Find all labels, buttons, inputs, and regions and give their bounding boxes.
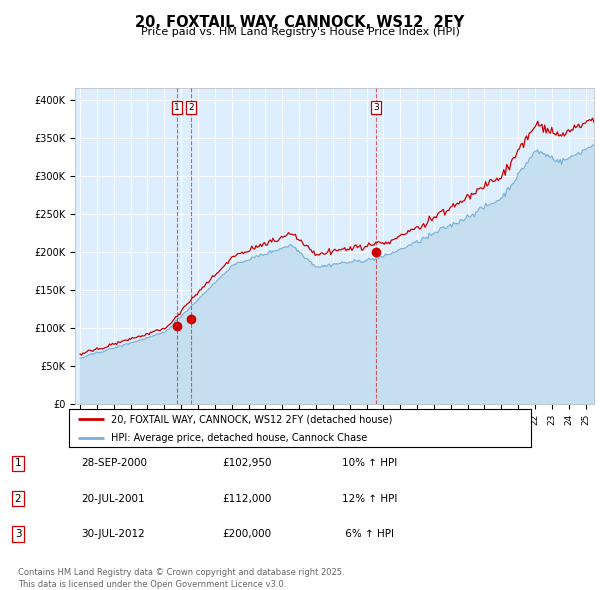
Text: Price paid vs. HM Land Registry's House Price Index (HPI): Price paid vs. HM Land Registry's House … — [140, 27, 460, 37]
Text: 3: 3 — [373, 103, 379, 112]
Text: 28-SEP-2000: 28-SEP-2000 — [81, 458, 147, 468]
Text: £102,950: £102,950 — [222, 458, 271, 468]
Text: 20-JUL-2001: 20-JUL-2001 — [81, 494, 145, 503]
Text: 3: 3 — [14, 529, 22, 539]
Text: 20, FOXTAIL WAY, CANNOCK, WS12 2FY (detached house): 20, FOXTAIL WAY, CANNOCK, WS12 2FY (deta… — [110, 414, 392, 424]
Text: HPI: Average price, detached house, Cannock Chase: HPI: Average price, detached house, Cann… — [110, 432, 367, 442]
Text: 2: 2 — [188, 103, 194, 112]
Text: 2: 2 — [14, 494, 22, 503]
Text: Contains HM Land Registry data © Crown copyright and database right 2025.
This d: Contains HM Land Registry data © Crown c… — [18, 568, 344, 589]
Text: £200,000: £200,000 — [222, 529, 271, 539]
Text: £112,000: £112,000 — [222, 494, 271, 503]
Text: 20, FOXTAIL WAY, CANNOCK, WS12  2FY: 20, FOXTAIL WAY, CANNOCK, WS12 2FY — [136, 15, 464, 30]
Text: 30-JUL-2012: 30-JUL-2012 — [81, 529, 145, 539]
Text: 1: 1 — [174, 103, 180, 112]
Text: 12% ↑ HPI: 12% ↑ HPI — [342, 494, 397, 503]
Text: 1: 1 — [14, 458, 22, 468]
Text: 6% ↑ HPI: 6% ↑ HPI — [342, 529, 394, 539]
Text: 10% ↑ HPI: 10% ↑ HPI — [342, 458, 397, 468]
